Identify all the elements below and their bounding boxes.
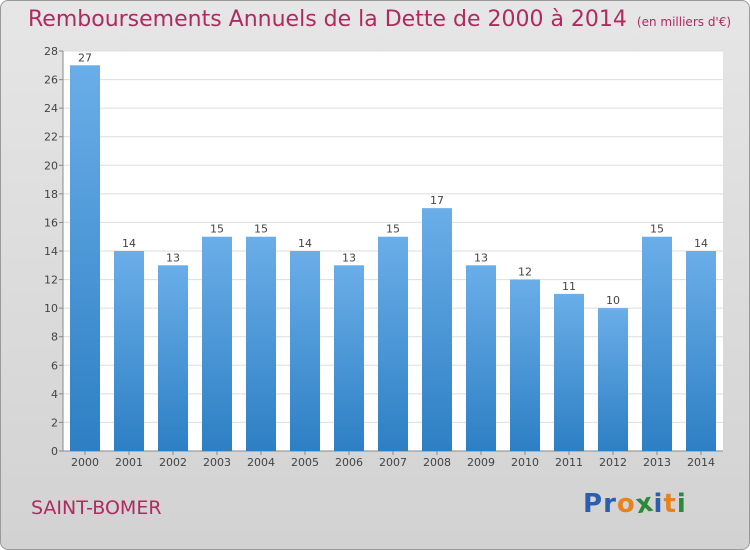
y-tick-label: 14 (44, 245, 58, 258)
y-tick-label: 4 (51, 388, 58, 401)
bar-data-label: 10 (606, 294, 620, 307)
x-tick-label: 2008 (423, 456, 451, 469)
bar-data-label: 27 (78, 51, 92, 64)
bar (510, 279, 540, 451)
y-tick-label: 18 (44, 188, 58, 201)
x-tick-label: 2010 (511, 456, 539, 469)
y-tick-label: 16 (44, 216, 58, 229)
x-tick-label: 2000 (71, 456, 99, 469)
y-tick-label: 28 (44, 45, 58, 58)
bar (598, 308, 628, 451)
x-tick-label: 2009 (467, 456, 495, 469)
x-tick-label: 2001 (115, 456, 143, 469)
x-tick-label: 2014 (687, 456, 715, 469)
bar (334, 265, 364, 451)
town-name: SAINT-BOMER (31, 497, 162, 519)
bar (686, 251, 716, 451)
y-tick-label: 10 (44, 302, 58, 315)
bar-data-label: 14 (298, 237, 312, 250)
bar (70, 65, 100, 452)
bar-data-label: 15 (650, 223, 664, 236)
y-tick-label: 24 (44, 102, 58, 115)
logo-letter: i (653, 489, 664, 519)
bar (642, 236, 672, 451)
bar (466, 265, 496, 451)
bar-data-label: 13 (342, 251, 356, 264)
logo-letter: o (616, 489, 636, 519)
logo-letter: t (663, 489, 677, 519)
bar (290, 251, 320, 451)
y-tick-label: 22 (44, 131, 58, 144)
bar-data-label: 13 (166, 251, 180, 264)
title-unit: (en milliers d'€) (636, 15, 732, 29)
bar (378, 236, 408, 451)
x-tick-label: 2013 (643, 456, 671, 469)
bar-data-label: 15 (254, 223, 268, 236)
title-text: Remboursements Annuels de la Dette de 20… (28, 7, 627, 32)
x-tick-label: 2011 (555, 456, 583, 469)
bar (422, 208, 452, 451)
x-tick-label: 2002 (159, 456, 187, 469)
logo-letter: r (603, 489, 617, 519)
bar (554, 293, 584, 451)
bar (246, 236, 276, 451)
bar-data-label: 15 (386, 223, 400, 236)
bar-data-label: 13 (474, 251, 488, 264)
bar-data-label: 11 (562, 280, 576, 293)
y-tick-label: 6 (51, 359, 58, 372)
proxiti-logo: Proxiti (583, 488, 687, 521)
x-tick-label: 2004 (247, 456, 275, 469)
y-tick-label: 0 (51, 445, 58, 458)
x-tick-label: 2005 (291, 456, 319, 469)
bar (202, 236, 232, 451)
bar (114, 251, 144, 451)
bar-data-label: 17 (430, 194, 444, 207)
logo-letter: i (676, 489, 687, 519)
y-tick-label: 26 (44, 74, 58, 87)
y-tick-label: 20 (44, 159, 58, 172)
x-tick-label: 2012 (599, 456, 627, 469)
bar-data-label: 14 (694, 237, 708, 250)
y-tick-label: 8 (51, 331, 58, 344)
x-tick-label: 2007 (379, 456, 407, 469)
x-tick-label: 2003 (203, 456, 231, 469)
x-tick-label: 2006 (335, 456, 363, 469)
bar-data-label: 12 (518, 266, 532, 279)
y-tick-label: 2 (51, 416, 58, 429)
bar (158, 265, 188, 451)
logo-letter: P (583, 489, 604, 519)
chart-title: Remboursements Annuels de la Dette de 20… (28, 7, 731, 32)
bar-data-label: 15 (210, 223, 224, 236)
bar-data-label: 14 (122, 237, 136, 250)
y-tick-label: 12 (44, 274, 58, 287)
